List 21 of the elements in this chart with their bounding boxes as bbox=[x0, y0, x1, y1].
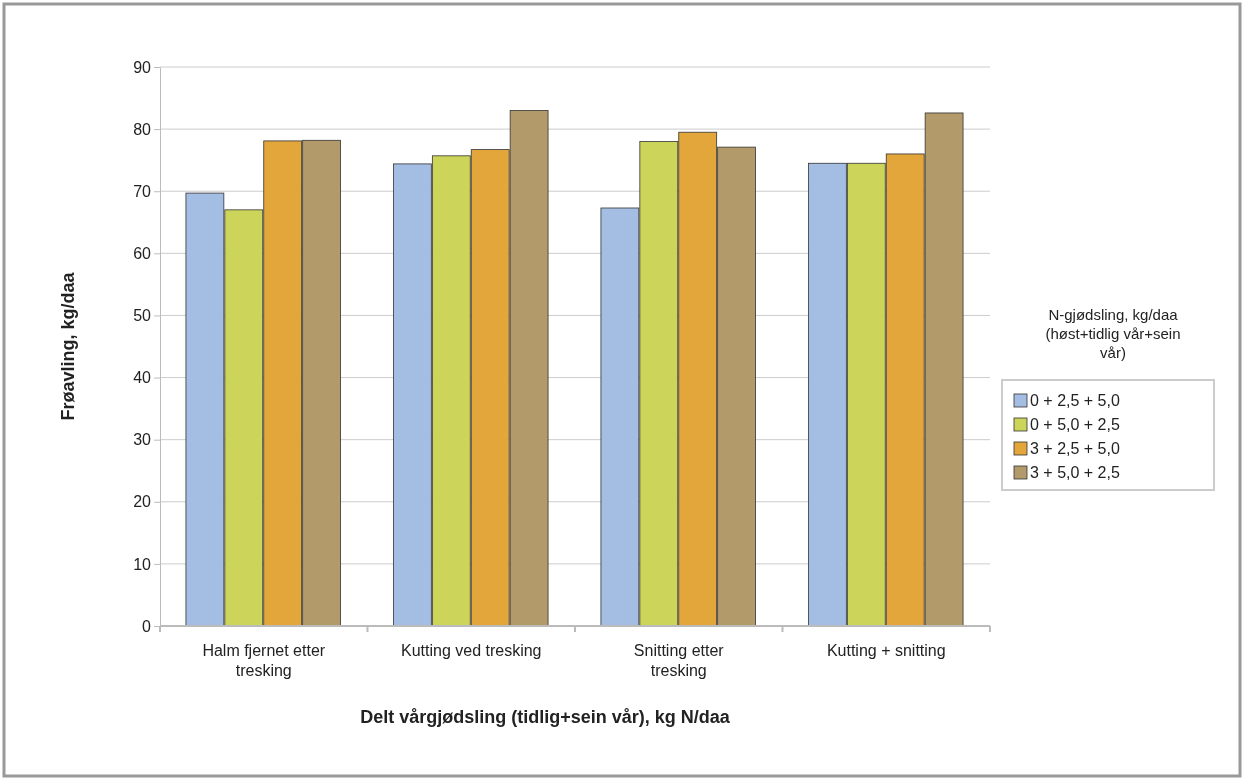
legend-label: 3 + 2,5 + 5,0 bbox=[1030, 440, 1120, 457]
y-tick-label: 70 bbox=[133, 182, 152, 200]
y-tick-label: 0 bbox=[142, 617, 152, 635]
legend-label: 0 + 5,0 + 2,5 bbox=[1030, 416, 1120, 433]
y-tick-label: 30 bbox=[133, 431, 152, 449]
y-tick-label: 20 bbox=[133, 493, 152, 511]
y-tick-label: 90 bbox=[133, 58, 152, 76]
y-tick-label: 80 bbox=[133, 120, 152, 138]
y-tick-label: 50 bbox=[133, 307, 152, 325]
x-tick-label: Kutting ved tresking bbox=[400, 642, 542, 659]
legend-label: 3 + 5,0 + 2,5 bbox=[1030, 464, 1120, 481]
x-tick-label: Halm fjernet etter tresking bbox=[202, 642, 326, 679]
y-tick-label: 10 bbox=[133, 555, 152, 573]
y-tick-label: 60 bbox=[133, 244, 152, 262]
x-axis-title: Delt vårgjødsling (tidlig+sein vår), kg N/daa bbox=[360, 707, 731, 727]
legend-label: 0 + 2,5 + 5,0 bbox=[1030, 392, 1120, 409]
x-tick-label: Snitting etter tresking bbox=[633, 642, 725, 679]
y-tick-label: 40 bbox=[133, 369, 152, 387]
legend-title: N-gjødsling, kg/daa (høst+tidlig vår+sein vår) bbox=[1045, 306, 1181, 361]
y-axis-title: Frøavling, kg/daa bbox=[58, 271, 78, 421]
x-tick-label: Kutting + snitting bbox=[826, 642, 946, 659]
